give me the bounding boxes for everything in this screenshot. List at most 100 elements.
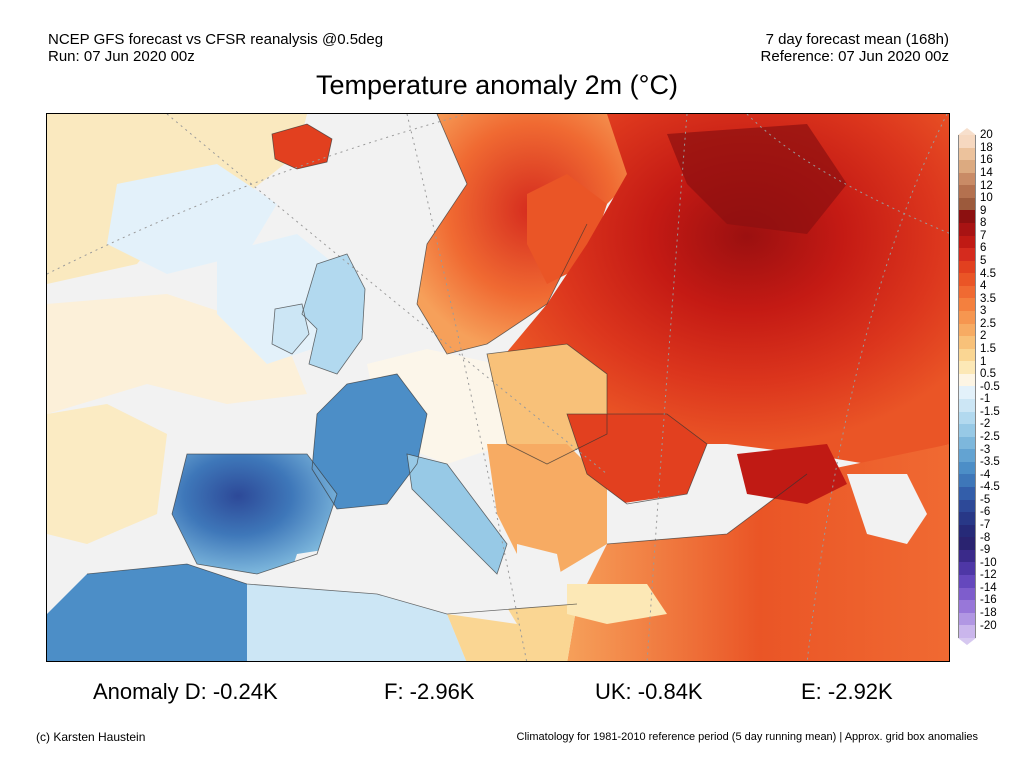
colorbar-step: -4 [958, 469, 990, 487]
aegean-region [567, 584, 667, 624]
colorbar-step: -0.5 [958, 381, 1000, 399]
colorbar-label: 3.5 [980, 292, 996, 305]
colorbar-step: 18 [958, 142, 993, 161]
header-right: 7 day forecast mean (168h) Reference: 07… [761, 31, 949, 65]
colorbar-step: 1 [958, 356, 986, 374]
colorbar-label: 5 [980, 254, 987, 267]
colorbar-step: 12 [958, 180, 993, 198]
ireland-region [272, 304, 309, 354]
colorbar-label: 6 [980, 242, 987, 255]
colorbar-label: 20 [980, 129, 993, 142]
colorbar-label: 9 [980, 204, 987, 217]
colorbar-step: -3 [958, 444, 990, 462]
colorbar-label: 10 [980, 192, 993, 205]
colorbar-label: -1.5 [980, 405, 1000, 418]
colorbar-step: -3.5 [958, 456, 1000, 475]
colorbar-step: 3.5 [958, 293, 996, 311]
colorbar-step: -4.5 [958, 481, 1000, 500]
colorbar-step: 16 [958, 154, 993, 173]
colorbar-label: 14 [980, 166, 993, 179]
caucasus-hot [737, 444, 847, 504]
colorbar-swatch [958, 574, 976, 588]
iberia-cool-anomaly [172, 454, 337, 574]
colorbar-swatch [958, 499, 976, 513]
colorbar-step: 10 [958, 192, 993, 211]
colorbar-step: -14 [958, 582, 997, 601]
reference-time: Reference: 07 Jun 2020 00z [760, 48, 949, 65]
italy-region [407, 454, 507, 574]
colorbar-label: -4.5 [980, 481, 1000, 494]
colorbar-step: 0.5 [958, 368, 996, 387]
colorbar-swatch [958, 524, 976, 538]
map-title: Temperature anomaly 2m (°C) [316, 70, 678, 100]
colorbar-step: 1.5 [958, 343, 996, 362]
black-sea [617, 494, 727, 544]
colorbar-swatch [958, 398, 976, 412]
colorbar-swatch [958, 285, 976, 299]
colorbar-label: 4 [980, 280, 987, 293]
colorbar-label: 1.5 [980, 342, 996, 355]
colorbar-label: -18 [980, 606, 997, 619]
caspian-sea [847, 474, 927, 544]
colorbar-swatch [958, 273, 976, 286]
colorbar-step: -6 [958, 506, 990, 525]
colorbar-swatch [958, 160, 976, 173]
colorbar-step: 3 [958, 305, 986, 324]
colorbar-label: -0.5 [980, 380, 1000, 393]
colorbar-swatch [958, 260, 976, 274]
germany-anomaly: Anomaly D: -0.24K [93, 679, 278, 704]
great-britain-region [302, 254, 365, 374]
colorbar-swatch [958, 172, 976, 186]
colorbar-step: -16 [958, 594, 997, 613]
colorbar-swatch [958, 549, 976, 563]
colorbar-label: 1 [980, 355, 987, 368]
colorbar-step: -2.5 [958, 431, 1000, 450]
colorbar-swatch [958, 461, 976, 475]
colorbar-swatch [958, 147, 976, 161]
colorbar-step: -18 [958, 607, 997, 626]
colorbar-top-arrow [958, 128, 976, 135]
colorbar-swatch [958, 348, 976, 362]
balkans-region [487, 444, 607, 574]
colorbar-label: -8 [980, 531, 991, 544]
forecast-period: 7 day forecast mean (168h) [765, 31, 949, 48]
spain-anomaly: E: -2.92K [801, 679, 893, 704]
colorbar-swatch [958, 336, 976, 349]
colorbar-step: 2 [958, 330, 986, 349]
colorbar-label: -1 [980, 393, 991, 406]
colorbar-label: -3 [980, 443, 991, 456]
russia-peak-anomaly [667, 124, 847, 234]
colorbar-swatch [958, 537, 976, 550]
colorbar-swatch [958, 222, 976, 236]
colorbar-swatch [958, 625, 976, 638]
colorbar-label: 2.5 [980, 317, 996, 330]
mediterranean-sea [287, 534, 517, 624]
colorbar-swatch [958, 562, 976, 575]
north-sea-cool [217, 234, 347, 364]
colorbar-label: -2.5 [980, 430, 1000, 443]
colorbar-step: 6 [958, 242, 986, 261]
colorbar-swatch [958, 248, 976, 261]
colorbar-swatch [958, 185, 976, 198]
colorbar-swatch [958, 474, 976, 487]
colorbar-label: -10 [980, 556, 997, 569]
graticule-lines [47, 114, 949, 661]
colorbar-step: 20 [958, 129, 993, 148]
country-borders [86, 114, 808, 615]
colorbar-swatch [958, 323, 976, 337]
colorbar-label: -4 [980, 468, 991, 481]
map-canvas [47, 114, 949, 661]
colorbar-swatch [958, 486, 976, 500]
colorbar-step: 14 [958, 167, 993, 186]
colorbar-swatch [958, 436, 976, 450]
colorbar-label: -14 [980, 581, 997, 594]
atlantic-southwest [47, 404, 167, 544]
colorbar-label: 4.5 [980, 267, 996, 280]
colorbar-swatch [958, 512, 976, 525]
colorbar-label: -7 [980, 518, 991, 531]
uk-anomaly: UK: -0.84K [595, 679, 703, 704]
colorbar-swatch [958, 386, 976, 399]
colorbar-label: 18 [980, 141, 993, 154]
colorbar-step: -7 [958, 519, 990, 538]
colorbar-step: 5 [958, 255, 986, 274]
